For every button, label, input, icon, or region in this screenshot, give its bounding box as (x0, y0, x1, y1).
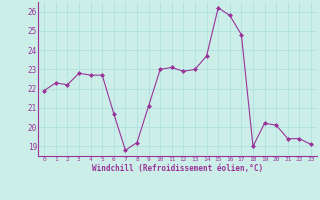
X-axis label: Windchill (Refroidissement éolien,°C): Windchill (Refroidissement éolien,°C) (92, 164, 263, 173)
